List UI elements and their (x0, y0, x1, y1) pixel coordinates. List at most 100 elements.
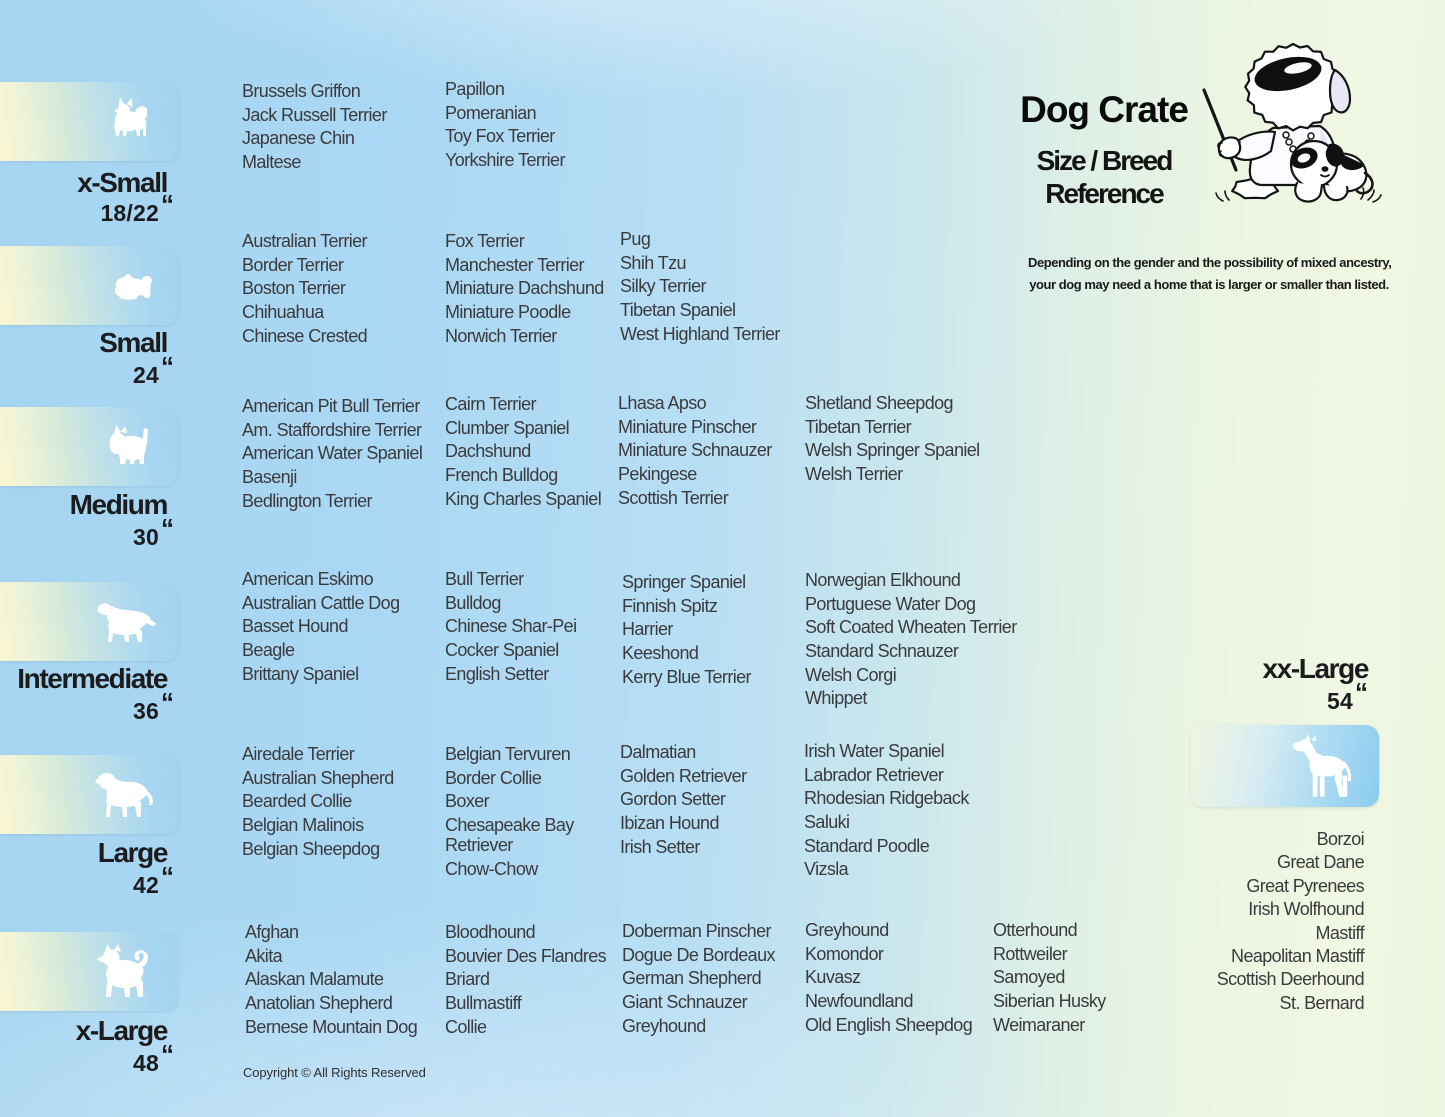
breed-item: Rhodesian Ridgeback (804, 788, 969, 809)
breed-column: Bloodhound Bouvier Des Flandres Briard Bull… (445, 922, 659, 1040)
breed-item: Belgian Malinois (242, 815, 364, 836)
breed-item: King Charles Spaniel (445, 488, 602, 509)
size-dim-value: 30 (133, 524, 159, 550)
breed-item: Maltese (242, 152, 301, 173)
inch-mark: “ (1355, 677, 1368, 707)
breed-column: Greyhound Komondor Kuvasz Newfoundland Old E… (805, 920, 1019, 1038)
breed-item: Australian Terrier (242, 231, 368, 251)
breed-item: Giant Schnauzer (622, 992, 748, 1013)
puppy-tail (1355, 171, 1374, 195)
breed-item: Komondor (805, 943, 884, 964)
inch-mark: “ (161, 189, 174, 219)
breed-item: Great Dane (1276, 852, 1365, 873)
copyright-text: Copyright © All Rights Reserved (243, 1065, 426, 1080)
breed-item: English Setter (445, 663, 549, 684)
large-badge (0, 755, 179, 834)
breed-item: Standard Poodle (804, 835, 930, 856)
size-label-intermediate: Intermediate (17, 663, 168, 694)
breed-item: Toy Fox Terrier (445, 126, 555, 147)
medium-badge (0, 407, 179, 486)
great-dane-icon (1292, 734, 1352, 797)
breed-column: Springer Spaniel Finnish Spitz Harrier Kees… (622, 572, 836, 690)
size-dim-value: 36 (133, 698, 159, 724)
breed-item: Borzoi (1316, 829, 1365, 849)
size-label-x-large: x-Large (75, 1015, 169, 1046)
breed-item: Bloodhound (445, 922, 536, 942)
breed-item: Welsh Terrier (805, 464, 903, 485)
size-dim-large: 42“ (133, 863, 174, 898)
breed-item: Miniature Schnauzer (618, 440, 772, 461)
breed-column: American Eskimo Australian Cattle Dog Bass… (242, 569, 456, 687)
breed-item: Welsh Springer Spaniel (805, 440, 980, 461)
breed-item: Welsh Corgi (805, 664, 897, 685)
breed-item: Chinese Shar-Pei (445, 616, 577, 637)
breed-item: Rottweiler (993, 943, 1068, 964)
breed-item: Weimaraner (993, 1014, 1085, 1035)
size-dim-value: 54 (1327, 688, 1353, 714)
breed-item: Papillon (445, 79, 505, 99)
breed-item: Fox Terrier (445, 231, 525, 251)
size-dim-small: 24“ (133, 353, 174, 388)
breed-item: Brussels Griffon (242, 81, 361, 101)
breed-item: French Bulldog (445, 465, 558, 486)
size-label-large: Large (97, 837, 169, 868)
breed-item: Neapolitan Mastiff (1231, 945, 1365, 966)
breed-item: Chihuahua (242, 302, 324, 323)
size-dim-x-large: 48“ (133, 1041, 174, 1075)
breed-item: Airedale Terrier (242, 744, 355, 764)
breed-item: Miniature Dachshund (445, 278, 604, 299)
breed-column: Cairn Terrier Clumber Spaniel Dachshund Fre… (445, 394, 659, 512)
breed-column: Airedale Terrier Australian Shepherd Beard… (242, 744, 456, 862)
breed-column: Pug Shih Tzu Silky Terrier Tibetan Spaniel W… (620, 229, 834, 347)
breed-item: Keeshond (622, 643, 699, 664)
breed-item: Chow-Chow (445, 858, 538, 879)
breed-item: Basset Hound (242, 616, 348, 637)
shih-tzu-icon (114, 274, 152, 300)
breed-item: Golden Retriever (620, 765, 747, 786)
breed-item: Irish Setter (620, 836, 700, 857)
breed-column: Doberman Pinscher Dogue De Bordeaux German… (622, 921, 836, 1039)
disclaimer-text: Depending on the gender and the possibil… (1028, 252, 1392, 296)
disclaimer-line1: Depending on the gender and the possibil… (1028, 255, 1392, 270)
disclaimer-line2: your dog may need a home that is larger … (1029, 277, 1389, 292)
size-dim-value: 24 (133, 362, 159, 388)
x-small-badge (0, 82, 179, 161)
breed-item: Whippet (805, 688, 867, 709)
breed-item: Tibetan Terrier (805, 416, 912, 437)
breed-item: Chinese Crested (242, 325, 368, 346)
breed-column: Dalmatian Golden Retriever Gordon Setter Ib… (620, 742, 834, 860)
size-label-small: Small (99, 327, 168, 358)
breed-item: Border Collie (445, 767, 542, 788)
breed-item: Doberman Pinscher (622, 921, 771, 941)
breed-item: Great Pyrenees (1246, 875, 1364, 896)
breed-column: American Pit Bull Terrier Am. Staffordshi… (242, 396, 456, 514)
poster-subtitle-line1: Size / Breed (1036, 145, 1174, 176)
breed-column: Belgian Tervuren Border Collie Boxer Chesap… (445, 744, 615, 882)
breed-item: Australian Shepherd (242, 767, 394, 788)
breed-column: Brussels Griffon Jack Russell Terrier Japa… (242, 81, 456, 176)
breed-item: Saluki (804, 812, 850, 833)
breed-item: Basenji (242, 467, 297, 488)
big-dog-ear (1328, 68, 1352, 114)
breed-item: Norwegian Elkhound (805, 570, 961, 590)
retriever-icon (95, 773, 153, 817)
breed-column: Australian Terrier Border Terrier Boston T… (242, 231, 456, 349)
breed-column: Papillon Pomeranian Toy Fox Terrier Yorkshi… (445, 79, 659, 174)
breed-item: Tibetan Spaniel (620, 300, 736, 321)
breed-item: Japanese Chin (242, 128, 355, 149)
breed-item: Australian Cattle Dog (242, 592, 400, 613)
puppy-nose (1321, 166, 1329, 172)
breed-item: Kuvasz (805, 967, 861, 988)
breed-item: Beagle (242, 640, 295, 661)
breed-item: Bedlington Terrier (242, 490, 373, 511)
breed-column: Fox Terrier Manchester Terrier Miniature D… (445, 231, 659, 349)
breed-item: Am. Staffordshire Terrier (242, 419, 422, 440)
breed-item: Afghan (245, 922, 299, 942)
poster-subtitle-line2: Reference (1045, 178, 1164, 209)
poster-title: Dog Crate (1020, 89, 1189, 130)
breed-item: Kerry Blue Terrier (622, 666, 752, 687)
size-label-medium: Medium (69, 489, 169, 520)
breed-item: Bouvier Des Flandres (445, 945, 607, 966)
size-dim-value: 42 (133, 872, 159, 898)
